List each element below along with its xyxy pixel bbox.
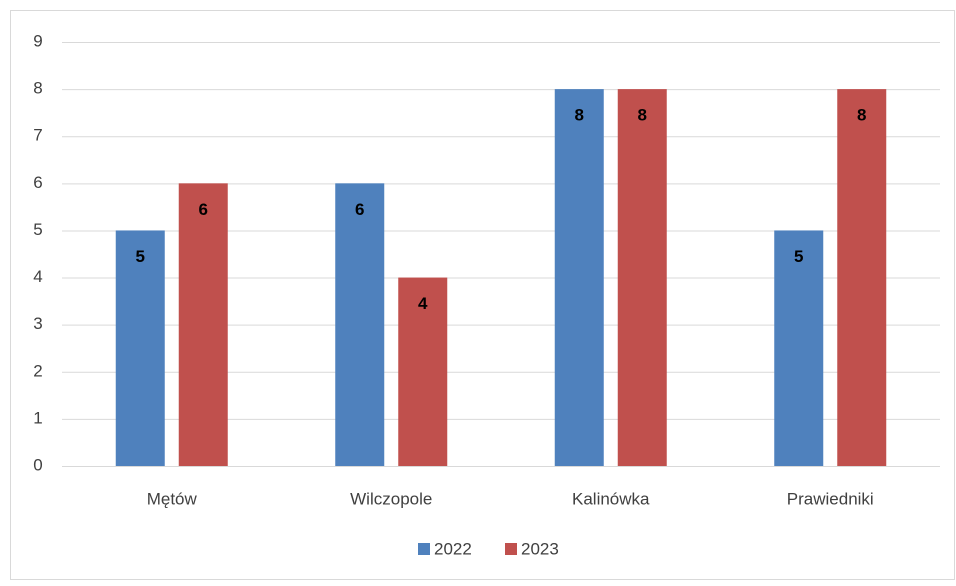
data-label: 4: [418, 294, 428, 313]
y-tick-label: 8: [33, 79, 42, 98]
bar: [554, 89, 604, 466]
data-label: 8: [638, 106, 647, 125]
data-label: 6: [199, 200, 208, 219]
y-tick-label: 3: [33, 314, 42, 333]
y-tick-label: 2: [33, 361, 42, 380]
y-tick-label: 4: [33, 267, 42, 286]
x-tick-label: Kalinówka: [572, 489, 650, 508]
legend-swatch: [505, 543, 517, 555]
data-label: 6: [355, 200, 364, 219]
data-label: 8: [575, 106, 584, 125]
x-tick-label: Prawiedniki: [787, 489, 874, 508]
x-tick-label: Wilczopole: [350, 489, 432, 508]
bar: [774, 230, 824, 466]
y-tick-label: 7: [33, 126, 42, 145]
bar: [398, 277, 448, 466]
y-tick-label: 9: [33, 31, 42, 50]
y-tick-label: 5: [33, 220, 42, 239]
bar: [837, 89, 887, 466]
data-label: 8: [857, 106, 866, 125]
x-tick-label: Mętów: [147, 489, 198, 508]
y-tick-label: 6: [33, 173, 42, 192]
legend-swatch: [418, 543, 430, 555]
data-label: 5: [794, 247, 803, 266]
y-tick-label: 1: [33, 408, 42, 427]
bar: [335, 183, 385, 467]
legend-label: 2022: [434, 539, 472, 558]
bar: [617, 89, 667, 466]
bar: [115, 230, 165, 466]
y-tick-label: 0: [33, 455, 42, 474]
legend-label: 2023: [521, 539, 559, 558]
bar: [178, 183, 228, 467]
data-label: 5: [136, 247, 145, 266]
